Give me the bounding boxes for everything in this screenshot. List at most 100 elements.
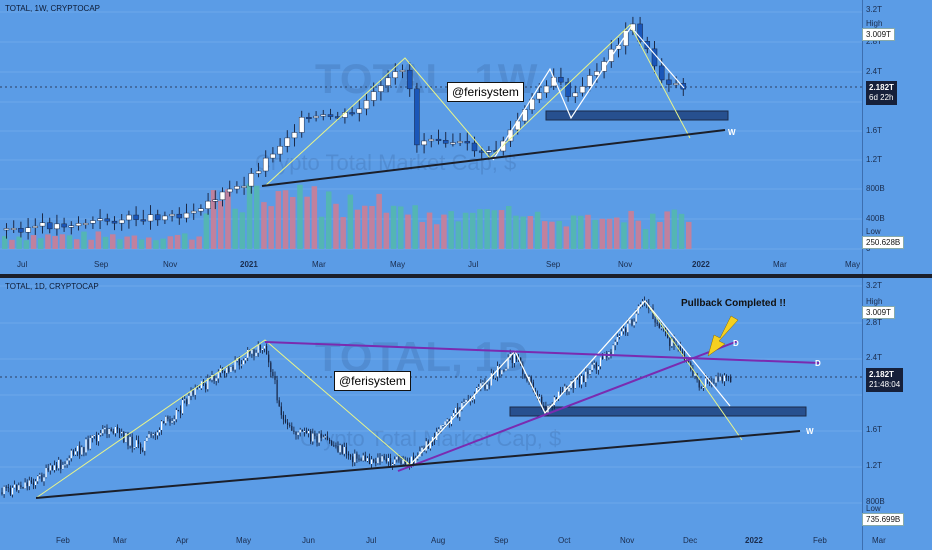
candle-body <box>165 416 167 424</box>
candle-body <box>146 437 148 441</box>
candle-body <box>131 436 133 448</box>
candle-body <box>394 459 396 465</box>
candle-body <box>339 445 341 453</box>
x-tick-label: Sep <box>494 536 509 545</box>
candle-body <box>471 142 478 152</box>
price-scale[interactable] <box>862 278 932 550</box>
y-tick-label: 1.2T <box>866 155 883 164</box>
candle-body <box>529 98 535 110</box>
candle-body <box>637 23 643 42</box>
pane-divider[interactable] <box>0 274 932 278</box>
candle-body <box>98 434 100 442</box>
weekly-chart-pane[interactable]: TOTAL, 1W Crypto Total Market Cap, $ TOT… <box>0 0 932 274</box>
y-tick-label: 3.2T <box>866 5 883 14</box>
candle-body <box>658 323 660 328</box>
candle-body <box>331 441 333 446</box>
volume-bar <box>398 206 404 249</box>
daily-price-plot[interactable] <box>0 278 932 550</box>
candle-body <box>494 376 497 378</box>
volume-bar <box>254 185 260 249</box>
candle-body <box>562 391 564 393</box>
volume-bar <box>513 215 519 249</box>
candle-body <box>599 357 602 367</box>
candle-body <box>121 431 123 434</box>
x-tick-label: Aug <box>431 536 446 545</box>
candle-body <box>604 353 606 359</box>
candle-body <box>717 376 719 381</box>
candle-body <box>389 457 392 466</box>
candle-body <box>373 459 375 462</box>
candle-body <box>284 419 287 423</box>
candle-body <box>234 186 240 190</box>
symbol-label[interactable]: TOTAL, 1W, CRYPTOCAP <box>5 4 100 13</box>
candle-body <box>104 218 111 222</box>
candle-body <box>154 434 156 436</box>
daily-chart-pane[interactable]: TOTAL, 1D Crypto Total Market Cap, $ TOT… <box>0 278 932 550</box>
trend-line <box>261 129 726 187</box>
x-tick-label: Feb <box>813 536 827 545</box>
candle-body <box>9 487 11 495</box>
candle-body <box>242 360 245 365</box>
candle-body <box>266 345 268 355</box>
candle-body <box>478 386 480 388</box>
candle-body <box>347 453 350 456</box>
candle-body <box>721 376 723 382</box>
candle-body <box>119 429 121 434</box>
candle-body <box>725 375 728 377</box>
candle-body <box>524 374 526 378</box>
volume-bar <box>124 236 130 249</box>
candle-body <box>555 397 557 399</box>
candle-body <box>5 486 7 488</box>
volume-bar <box>59 234 66 249</box>
candle-body <box>385 458 387 462</box>
candle-body <box>579 86 586 94</box>
volume-bar <box>664 211 670 249</box>
candle-body <box>192 391 194 395</box>
candle-body <box>64 464 66 466</box>
candle-body <box>276 379 278 401</box>
candle-body <box>257 345 259 353</box>
support-zone <box>509 406 807 417</box>
candle-body <box>129 436 131 446</box>
candle-body <box>259 345 261 351</box>
candle-body <box>400 460 402 464</box>
candle-body <box>591 364 593 371</box>
y-tick-label: 800B <box>866 497 885 506</box>
candle-body <box>154 214 161 221</box>
candle-body <box>3 228 10 231</box>
candle-body <box>85 439 87 453</box>
volume-bar <box>441 214 447 249</box>
weekly-price-plot[interactable] <box>0 0 932 274</box>
y-tick-label: 2.4T <box>866 353 883 362</box>
zigzag-line <box>35 300 743 499</box>
symbol-label[interactable]: TOTAL, 1D, CRYPTOCAP <box>5 282 99 291</box>
candle-body <box>320 114 327 117</box>
candle-body <box>247 349 249 358</box>
price-scale[interactable] <box>862 0 932 274</box>
candle-body <box>194 388 196 395</box>
candle-body <box>116 426 119 430</box>
candle-body <box>406 461 408 466</box>
candle-body <box>457 141 463 144</box>
candle-body <box>679 346 681 352</box>
x-tick-label: Nov <box>618 260 633 269</box>
candle-body <box>158 429 161 433</box>
candle-body <box>104 427 106 430</box>
x-tick-label: May <box>236 536 252 545</box>
candle-body <box>565 81 571 97</box>
candle-body <box>173 419 175 422</box>
candle-body <box>536 92 543 100</box>
candle-body <box>719 376 721 381</box>
candle-body <box>375 461 377 464</box>
candle-body <box>176 213 183 219</box>
candle-body <box>345 447 347 454</box>
wave-label: D <box>815 359 821 368</box>
volume-bar <box>232 208 238 249</box>
x-tick-label: Nov <box>620 536 635 545</box>
candle-body <box>614 341 616 346</box>
volume-bar <box>203 213 210 249</box>
x-tick-label: Mar <box>312 260 326 269</box>
candle-body <box>318 433 320 443</box>
candle-body <box>666 79 672 85</box>
candle-body <box>677 346 679 348</box>
